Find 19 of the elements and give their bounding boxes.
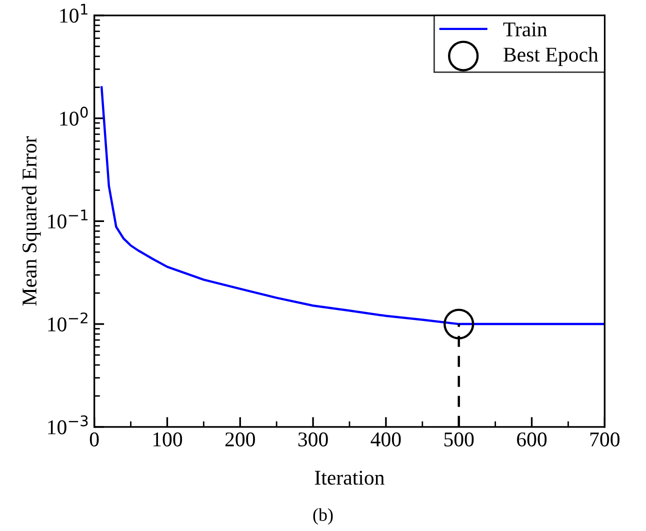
legend-label: Best Epoch [504, 47, 598, 66]
y-tick-label: 10$^{0}$ [60, 106, 88, 126]
x-tick-label: 600 [517, 432, 547, 446]
x-tick-label: 700 [590, 432, 620, 446]
y-tick-label: 10$^{1}$ [60, 4, 88, 23]
x-tick-label: 500 [444, 432, 474, 446]
line-series [100, 86, 605, 326]
y-tick-label: 10$^{−2}$ [48, 312, 88, 332]
x-tick-label: 100 [153, 432, 182, 446]
y-axis-title: Mean Squared Error [22, 136, 41, 306]
legend-label: Train [503, 22, 548, 36]
x-tick-label: 0 [90, 432, 99, 446]
text: (b) [313, 508, 333, 525]
x-tick-label: 200 [225, 432, 255, 446]
x-tick-label: 400 [370, 432, 401, 446]
y-tick-label: 10$^{−1}$ [48, 210, 88, 228]
y-tick-label: 10$^{−3}$ [48, 415, 88, 434]
x-axis-title: Iteration [314, 470, 384, 485]
x-tick-label: 300 [298, 432, 328, 446]
